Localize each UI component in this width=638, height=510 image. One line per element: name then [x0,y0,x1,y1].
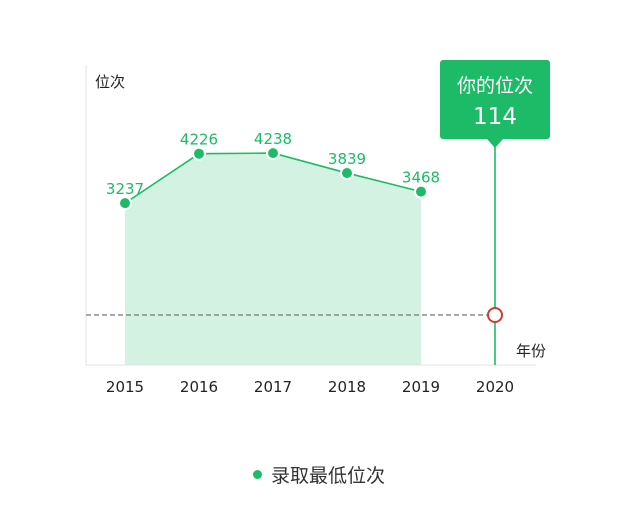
x-tick-label: 2017 [254,378,292,396]
data-point[interactable] [118,196,132,211]
data-label: 3839 [328,150,366,168]
x-tick-label: 2015 [106,378,144,396]
reference-callout-title: 你的位次 [457,75,533,97]
reference-marker[interactable] [487,307,503,323]
data-point[interactable] [340,166,354,181]
y-axis-label: 位次 [95,73,125,91]
x-tick-label: 2019 [402,378,440,396]
data-point[interactable] [192,146,206,161]
data-label: 3468 [402,169,440,187]
x-tick-labels: 2015 2016 2017 2018 2019 2020 [106,378,514,396]
reference-callout-pointer [487,139,503,148]
data-label: 3237 [106,180,144,198]
data-point[interactable] [414,184,428,199]
legend-label: 录取最低位次 [270,465,385,487]
axis-layer: 位次 年份 [85,65,546,366]
x-tick-label: 2016 [180,378,218,396]
data-label: 4238 [254,130,292,148]
data-point[interactable] [266,146,280,161]
legend[interactable]: 录取最低位次 [0,461,638,488]
reference-callout-value: 114 [473,104,517,130]
x-tick-label: 2018 [328,378,366,396]
reference-callout-box [440,60,550,139]
data-label: 4226 [180,131,218,149]
plot-layer: 3237 4226 4238 3839 3468 [106,130,440,365]
x-tick-label: 2020 [476,378,514,396]
legend-marker-dot [252,470,262,479]
x-axis-label: 年份 [516,342,546,360]
reference-layer: 你的位次 114 [86,60,550,365]
series-area [125,153,421,365]
